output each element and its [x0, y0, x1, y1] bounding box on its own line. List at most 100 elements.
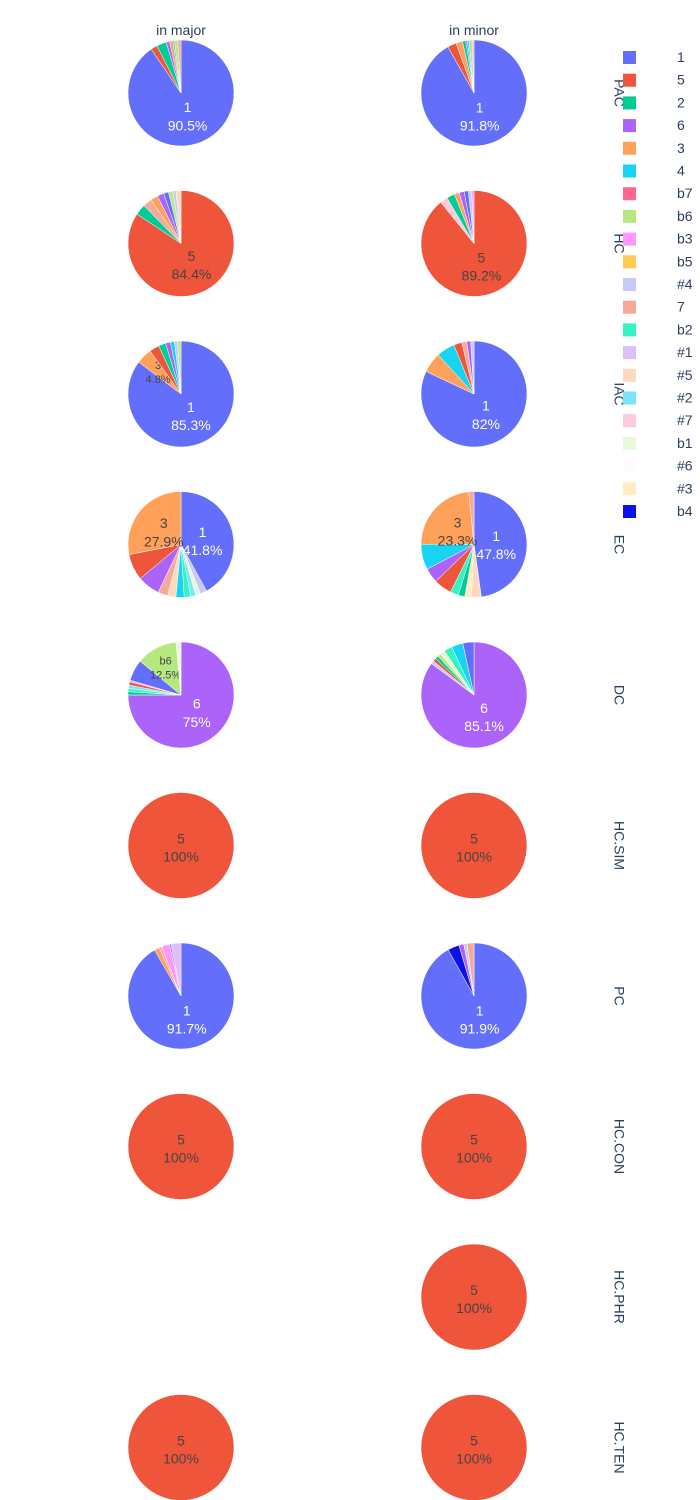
legend-label: b2 [677, 321, 693, 337]
row-title-hc-sim: HC.SIM [611, 821, 627, 870]
column-title-in-minor: in minor [449, 22, 499, 38]
legend-item-4[interactable]: 4 [623, 163, 685, 179]
pie-slice-7[interactable] [468, 491, 475, 545]
pie-hc-ten-in-minor[interactable]: 5 100% [420, 1394, 528, 1500]
pie-slice-label: 5 84.4% [172, 248, 212, 282]
pie-slice-label: 5 100% [456, 830, 492, 864]
legend-item-6[interactable]: #6 [623, 458, 693, 474]
legend-label: 1 [677, 49, 685, 65]
legend-item-1[interactable]: 1 [623, 49, 685, 65]
pie-dc-in-major[interactable]: 6 75%b6 12.5% [127, 641, 235, 749]
legend-swatch [623, 391, 636, 405]
pie-slice-b1[interactable] [175, 641, 182, 696]
pie-hc-ten-in-major[interactable]: 5 100% [127, 1394, 235, 1500]
pie-ec-in-major[interactable]: 1 41.8%3 27.9% [127, 491, 235, 598]
pie-pc-in-minor[interactable]: 1 91.9% [420, 942, 528, 1050]
pie-slice-5[interactable] [127, 792, 235, 899]
pie-slice-label: 5 100% [163, 1131, 199, 1165]
legend-label: b3 [677, 231, 693, 247]
legend-item-b7[interactable]: b7 [623, 185, 693, 201]
pie-slice-5[interactable] [420, 1243, 528, 1351]
pie-hc-con-in-minor[interactable]: 5 100% [420, 1093, 528, 1200]
pie-slice-label: 1 91.8% [460, 99, 500, 133]
pie-slice-label: 5 89.2% [462, 249, 502, 283]
pie-ec-in-minor[interactable]: 1 47.8%3 23.3% [420, 491, 528, 598]
legend-item-4[interactable]: #4 [623, 276, 693, 292]
pie-slice-5[interactable] [420, 1394, 528, 1500]
pie-slice-label: 6 85.1% [464, 700, 504, 734]
legend-item-b4[interactable]: b4 [623, 503, 693, 519]
pie-slice-label: 3 23.3% [438, 514, 478, 548]
legend-item-b6[interactable]: b6 [623, 208, 693, 224]
pie-slice-label: 5 100% [163, 830, 199, 864]
pie-hc-in-minor[interactable]: 5 89.2% [420, 190, 528, 297]
legend-item-7[interactable]: #7 [623, 412, 693, 428]
pie-panels: 1 90.5% 1 91.8% 5 84.4% 5 89.2% 1 85.3%3 4.8% 1 82% 1… [127, 39, 528, 1500]
pie-slice-5[interactable] [127, 1394, 235, 1500]
row-title-pc: PC [611, 986, 627, 1005]
pie-hc-sim-in-minor[interactable]: 5 100% [420, 792, 528, 899]
legend-swatch [623, 368, 636, 382]
pie-dc-in-minor[interactable]: 6 85.1% [420, 641, 528, 749]
legend-item-3[interactable]: 3 [623, 140, 685, 156]
pie-slice-label: 5 100% [456, 1282, 492, 1316]
pie-slice-label: 3 27.9% [144, 515, 184, 549]
legend-swatch [623, 505, 636, 518]
pie-slice-5[interactable] [127, 1093, 235, 1200]
legend-label: #3 [677, 480, 693, 496]
legend-item-6[interactable]: 6 [623, 117, 685, 133]
pie-slice-5[interactable] [420, 792, 528, 899]
pie-pac-in-major[interactable]: 1 90.5% [127, 39, 235, 147]
pie-pac-in-minor[interactable]: 1 91.8% [420, 39, 528, 147]
pie-hc-sim-in-major[interactable]: 5 100% [127, 792, 235, 899]
pie-hc-phr-in-minor[interactable]: 5 100% [420, 1243, 528, 1351]
legend-item-5[interactable]: #5 [623, 367, 693, 383]
legend-label: #1 [677, 344, 693, 360]
pie-slice-5[interactable] [420, 1093, 528, 1200]
pie-slice-3[interactable] [420, 491, 475, 545]
pie-slice-label: 1 91.7% [167, 1002, 207, 1036]
legend-item-2[interactable]: #2 [623, 390, 693, 406]
pie-pc-in-major[interactable]: 1 91.7% [127, 942, 235, 1050]
pie-slice-b3[interactable] [471, 190, 475, 244]
legend-item-b2[interactable]: b2 [623, 321, 693, 337]
legend-swatch [623, 482, 636, 496]
pie-hc-con-in-major[interactable]: 5 100% [127, 1093, 235, 1200]
pie-slice-1[interactable] [170, 942, 182, 997]
legend-item-1[interactable]: #1 [623, 344, 693, 360]
pie-iac-in-minor[interactable]: 1 82% [420, 340, 528, 448]
legend-item-b3[interactable]: b3 [623, 231, 693, 247]
pie-iac-in-major[interactable]: 1 85.3%3 4.8% [127, 340, 235, 448]
legend[interactable]: 1 5 2 6 3 4 b7 b6 b3 b5 #4 7 b2 #1 #5 #2 #7 b1 #6 #3 b4 [623, 49, 693, 519]
pie-slice-3[interactable] [127, 491, 182, 555]
pie-slice-b6[interactable] [177, 340, 182, 395]
pie-slice-label: 1 91.9% [460, 1002, 500, 1036]
row-title-dc: DC [611, 685, 627, 705]
pie-slice-1[interactable] [462, 641, 475, 696]
column-title-in-major: in major [156, 22, 206, 38]
legend-item-b1[interactable]: b1 [623, 435, 693, 451]
legend-label: 3 [677, 140, 685, 156]
legend-item-3[interactable]: #3 [623, 480, 693, 496]
legend-item-5[interactable]: 5 [623, 72, 685, 88]
legend-swatch [623, 141, 636, 155]
pie-slice-7[interactable] [466, 942, 475, 997]
legend-swatch [623, 300, 636, 314]
legend-label: b5 [677, 253, 693, 269]
pie-slice-5[interactable] [420, 190, 528, 297]
pie-hc-in-major[interactable]: 5 84.4% [127, 190, 235, 297]
row-title-ec: EC [611, 535, 627, 554]
pie-slice-1[interactable] [180, 491, 235, 592]
legend-item-b5[interactable]: b5 [623, 253, 693, 269]
pie-slice-4[interactable] [470, 340, 475, 395]
pie-slice-7[interactable] [177, 39, 182, 94]
legend-swatch [623, 164, 636, 178]
legend-swatch [623, 459, 636, 473]
legend-item-2[interactable]: 2 [623, 94, 685, 110]
pie-slice-5[interactable] [175, 190, 182, 244]
pie-slice-b3[interactable] [472, 39, 475, 94]
column-titles: in major in minor [156, 22, 499, 38]
legend-swatch [623, 323, 636, 337]
legend-item-7[interactable]: 7 [623, 299, 685, 315]
pie-slice-1[interactable] [473, 491, 528, 598]
